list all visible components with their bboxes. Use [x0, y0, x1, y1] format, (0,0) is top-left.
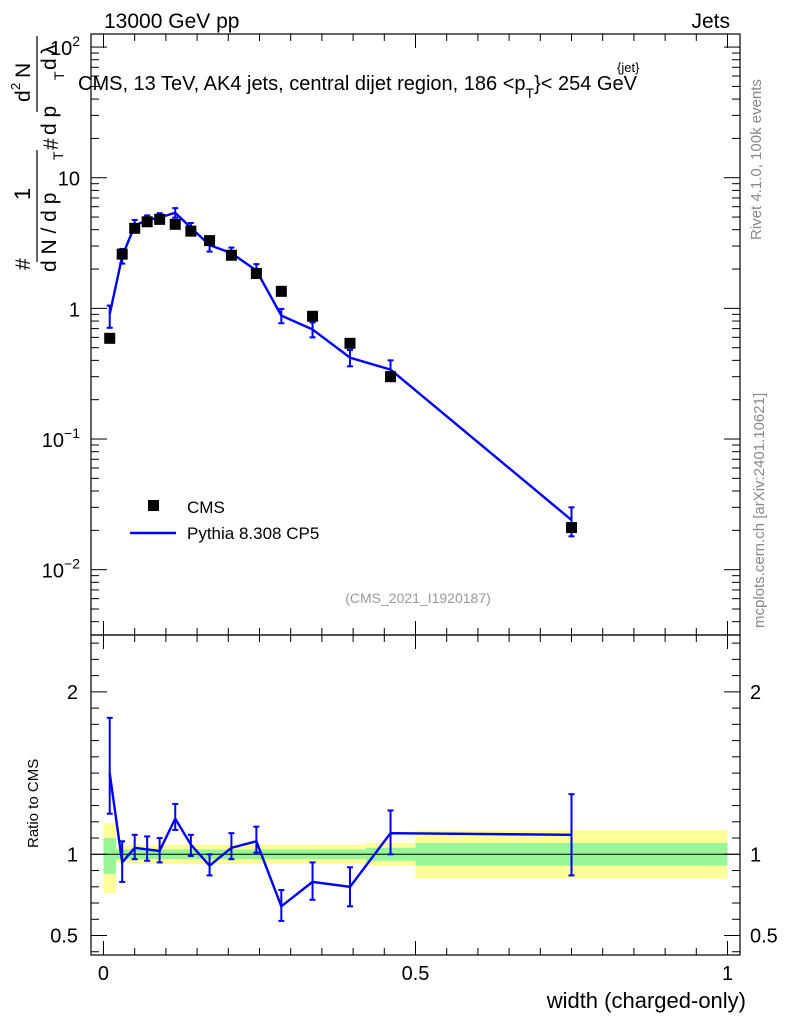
main-ytick-label: 10−1 [42, 425, 80, 452]
header-right: Jets [691, 10, 730, 33]
ratio-ytick-label-left: 0.5 [50, 926, 78, 948]
ylabel-dlambda: λ [38, 44, 61, 55]
ratio-series [106, 716, 575, 922]
main-series [104, 207, 578, 538]
cms-point [141, 216, 153, 228]
ratio-ytick-label-left: 2 [67, 682, 78, 704]
cms-point [250, 267, 262, 279]
legend: CMS Pythia 8.308 CP5 [130, 498, 319, 543]
cms-point [185, 225, 197, 237]
mcplots-label: mcplots.cern.ch [arXiv:2401.10621] [751, 393, 768, 628]
legend-pythia-label: Pythia 8.308 CP5 [187, 524, 319, 543]
cms-point [129, 222, 141, 234]
main-title-text: CMS, 13 TeV, AK4 jets, central dijet reg… [78, 73, 526, 95]
ratio-ytick-label-left: 1 [67, 844, 78, 866]
ratio-ylabel: Ratio to CMS [25, 759, 42, 848]
main-ytick-label: 10 [58, 169, 80, 191]
main-title-sup: {jet} [617, 60, 640, 75]
ylabel-dlambda-d: d [38, 58, 61, 70]
ratio-ytick-label-right: 2 [750, 682, 761, 704]
analysis-watermark: (CMS_2021_I1920187) [345, 590, 491, 606]
cms-point [169, 218, 181, 230]
main-title: CMS, 13 TeV, AK4 jets, central dijet reg… [78, 73, 638, 101]
ratio-band-inner [103, 838, 116, 874]
ylabel-one: 1 [10, 188, 35, 200]
ratio-xtick-label: 0.5 [402, 963, 430, 985]
ylabel-dpt: d p [38, 106, 61, 135]
main-axes: 102 10 1 10−1 10−2 [42, 33, 740, 635]
main-title-end: }< 254 GeV [534, 73, 638, 95]
cms-point [154, 213, 166, 225]
ylabel-hash-1: # [12, 258, 35, 270]
legend-cms-label: CMS [187, 498, 225, 517]
ylabel-dn-dpt: d N / d p [38, 193, 61, 272]
main-frame [90, 33, 741, 636]
legend-cms-marker [148, 500, 159, 511]
cms-point [116, 248, 128, 260]
cms-point [204, 235, 216, 247]
ratio-xtick-label: 0 [98, 963, 109, 985]
ylabel-dn-dpt-sub: T [50, 151, 66, 160]
rivet-version-label: Rivet 4.1.0, 100k events [748, 79, 765, 240]
ratio-ytick-label-right: 1 [750, 844, 761, 866]
ratio-ytick-label-right: 0.5 [750, 926, 778, 948]
cms-point [104, 332, 116, 344]
main-ytick-label: 1 [69, 299, 80, 321]
main-ytick-label: 102 [50, 33, 80, 60]
cms-point [307, 310, 319, 322]
cms-point [225, 249, 237, 261]
cms-point [344, 337, 356, 349]
ylabel-d2-exp: 2 [8, 83, 23, 90]
cms-point [275, 285, 287, 297]
ratio-xtick-label: 1 [722, 963, 733, 985]
header-left: 13000 GeV pp [104, 10, 239, 33]
ratio-axes: 0.5 0.5 1 1 2 2 0 0.5 1 [50, 635, 778, 985]
main-ytick-label: 10−2 [42, 556, 80, 583]
pythia-line [108, 211, 573, 521]
ylabel-hash-2: # [40, 138, 63, 150]
main-title-sub: T [526, 85, 535, 101]
ratio-frame [90, 634, 741, 956]
cms-point [566, 522, 578, 534]
ylabel-N: N [12, 63, 35, 78]
cms-point [385, 371, 397, 383]
ylabel-d2: d [12, 90, 35, 102]
main-ylabel: # 1 d N / d p T # d 2 N d p T d λ [8, 36, 67, 272]
ylabel-dpt-sub: T [51, 71, 67, 80]
x-axis-label: width (charged-only) [546, 988, 746, 1013]
